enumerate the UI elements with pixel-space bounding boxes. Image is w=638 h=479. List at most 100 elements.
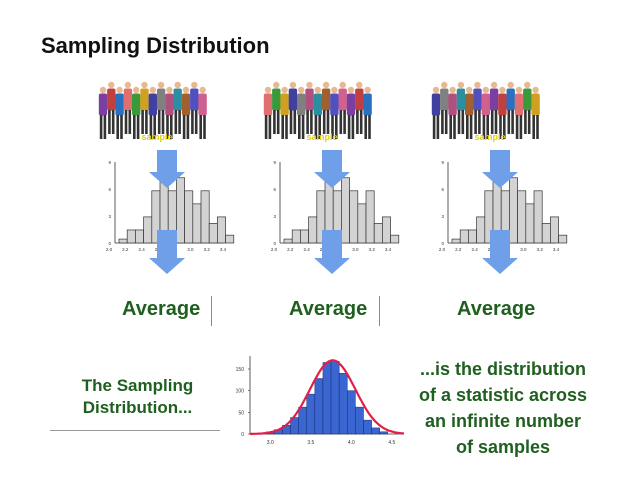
histogram-bar bbox=[349, 190, 359, 244]
people-crowd-icon: sample bbox=[263, 81, 372, 142]
histogram-bar bbox=[225, 234, 235, 244]
person-leg bbox=[436, 115, 440, 139]
person-leg bbox=[524, 110, 527, 134]
person-body bbox=[140, 88, 149, 111]
distribution-bar bbox=[306, 393, 316, 435]
person-leg bbox=[490, 110, 494, 134]
arrow-down-icon bbox=[149, 150, 185, 188]
average-label: Average bbox=[457, 298, 536, 320]
person-leg bbox=[161, 110, 165, 134]
sampling-distribution-label: The Sampling Distribution... bbox=[60, 375, 215, 419]
distribution-bar bbox=[347, 390, 356, 435]
person-body bbox=[156, 88, 166, 111]
x-tick-label: 3.2 bbox=[204, 247, 211, 252]
distribution-bar bbox=[371, 427, 380, 435]
histogram-bar bbox=[382, 216, 391, 244]
person-head bbox=[322, 81, 330, 89]
person-head bbox=[356, 81, 363, 89]
histogram-bar bbox=[517, 190, 527, 244]
person-leg bbox=[166, 115, 169, 139]
histogram-bar bbox=[390, 234, 400, 244]
person-head bbox=[157, 81, 165, 89]
histogram-bar bbox=[373, 223, 383, 244]
person-body bbox=[473, 88, 482, 111]
person-leg bbox=[128, 110, 132, 134]
person-head bbox=[108, 81, 115, 89]
x-tick-label: 2.2 bbox=[455, 247, 462, 252]
person-leg bbox=[449, 115, 452, 139]
x-tick-label: 3.4 bbox=[385, 247, 392, 252]
person-leg bbox=[519, 115, 523, 139]
x-tick-label: 2.2 bbox=[287, 247, 294, 252]
person-leg bbox=[441, 110, 444, 134]
person-leg bbox=[444, 110, 448, 134]
person-leg bbox=[120, 115, 123, 139]
y-tick-label: 9 bbox=[108, 160, 111, 165]
person-head bbox=[191, 81, 198, 89]
person-leg bbox=[136, 115, 140, 139]
x-tick-label: 3.0 bbox=[352, 247, 359, 252]
person-head bbox=[532, 86, 539, 94]
histogram-bar bbox=[558, 234, 568, 244]
x-tick-label: 3.0 bbox=[520, 247, 527, 252]
person-leg bbox=[359, 110, 363, 134]
person-leg bbox=[99, 115, 103, 139]
person-leg bbox=[339, 110, 343, 134]
people-crowd-icon: sample bbox=[98, 81, 207, 142]
person-leg bbox=[314, 115, 318, 139]
x-tick-label: 3.0 bbox=[267, 440, 274, 446]
sample-label: sample bbox=[141, 132, 172, 142]
divider bbox=[211, 296, 212, 326]
person-body bbox=[431, 93, 441, 116]
distribution-bar bbox=[314, 378, 324, 435]
distribution-bar bbox=[330, 360, 340, 435]
person-head bbox=[298, 86, 305, 94]
person-head bbox=[141, 81, 148, 89]
x-tick-label: 3.2 bbox=[537, 247, 544, 252]
person-leg bbox=[174, 110, 178, 134]
y-tick-label: 3 bbox=[441, 214, 444, 219]
person-body bbox=[123, 88, 133, 111]
person-leg bbox=[273, 110, 276, 134]
x-tick-label: 2.0 bbox=[271, 247, 278, 252]
person-head bbox=[457, 81, 465, 89]
person-head bbox=[339, 81, 346, 89]
person-leg bbox=[469, 115, 473, 139]
histogram-bar bbox=[135, 229, 144, 244]
person-leg bbox=[124, 110, 128, 134]
histogram-bar bbox=[525, 203, 535, 244]
person-head bbox=[149, 86, 156, 94]
text-line: The Sampling bbox=[81, 376, 194, 395]
histogram-bar bbox=[308, 216, 318, 244]
person-head bbox=[281, 86, 288, 94]
person-body bbox=[448, 93, 457, 116]
y-tick-label: 0 bbox=[241, 432, 244, 438]
person-head bbox=[466, 86, 473, 94]
person-leg bbox=[149, 115, 153, 139]
person-body bbox=[321, 88, 331, 111]
person-body bbox=[523, 88, 532, 111]
person-leg bbox=[103, 115, 107, 139]
person-body bbox=[531, 93, 540, 116]
person-leg bbox=[335, 115, 338, 139]
person-head bbox=[273, 81, 280, 89]
x-tick-label: 3.4 bbox=[553, 247, 560, 252]
person-leg bbox=[453, 115, 456, 139]
person-leg bbox=[322, 110, 326, 134]
person-head bbox=[364, 86, 371, 94]
person-leg bbox=[343, 110, 346, 134]
average-label: Average bbox=[122, 298, 201, 320]
person-head bbox=[182, 86, 190, 94]
histogram-bar bbox=[509, 177, 518, 244]
person-body bbox=[498, 93, 507, 116]
person-leg bbox=[199, 115, 202, 139]
person-leg bbox=[499, 115, 502, 139]
distribution-bar bbox=[298, 406, 307, 435]
person-body bbox=[305, 88, 314, 111]
person-leg bbox=[503, 115, 506, 139]
person-body bbox=[98, 93, 108, 116]
person-head bbox=[289, 81, 297, 89]
person-head bbox=[199, 86, 206, 94]
